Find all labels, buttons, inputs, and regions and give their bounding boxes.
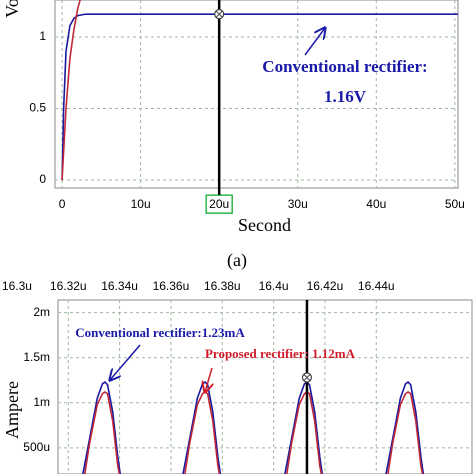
y-tick-label: 2m <box>33 305 50 319</box>
x-tick-label: 30u <box>288 197 308 211</box>
annotation-arrow <box>205 367 212 392</box>
x-tick-label: 0 <box>59 197 66 211</box>
y-tick-label: 1m <box>33 395 50 409</box>
x-tick-label: 16.38u <box>204 279 241 293</box>
series-line <box>82 380 425 474</box>
x-tick-label: 16.42u <box>307 279 344 293</box>
x-tick-label: 10u <box>131 197 151 211</box>
y-tick-label: 1 <box>39 29 46 43</box>
y-tick-label: 1.5m <box>23 350 50 364</box>
annotation-arrow <box>110 344 141 380</box>
x-tick-label: 16.4u <box>259 279 289 293</box>
y-axis-title: Ampere <box>2 381 22 439</box>
plot-area <box>57 299 473 474</box>
x-tick-label: 16.36u <box>153 279 190 293</box>
x-axis-title: Second <box>238 215 291 235</box>
series-line <box>61 0 81 181</box>
x-tick-label: 16.3u <box>2 279 32 293</box>
cursor-marker-x <box>215 10 223 18</box>
y-tick-label: 0.5 <box>29 101 46 115</box>
series-group <box>61 0 458 181</box>
annotation: Conventional rectifier:1.23mA <box>75 325 245 340</box>
cursor-tick-box <box>205 194 233 214</box>
x-tick-label: 16.34u <box>101 279 138 293</box>
x-tick-label: 50u <box>445 197 465 211</box>
annotation-arrow <box>304 28 325 56</box>
cursor-marker-x <box>303 374 311 381</box>
caption: (a) <box>227 250 247 271</box>
series-line <box>61 13 458 181</box>
series-group <box>82 380 425 474</box>
plot-area <box>54 0 459 189</box>
x-tick-label: 20u <box>209 197 229 211</box>
x-tick-label: 40u <box>366 197 386 211</box>
x-tick-label: 16.44u <box>358 279 395 293</box>
x-tick-label: 16.32u <box>50 279 87 293</box>
y-tick-label: 500u <box>23 440 50 454</box>
annotation: Proposed rectifier: 1.12mA <box>205 346 356 361</box>
y-tick-label: 0 <box>39 172 46 186</box>
annotation: 1.16V <box>324 87 367 106</box>
series-line <box>84 390 424 474</box>
annotation: Conventional rectifier: <box>262 57 427 76</box>
y-axis-title: Vo <box>2 0 22 18</box>
